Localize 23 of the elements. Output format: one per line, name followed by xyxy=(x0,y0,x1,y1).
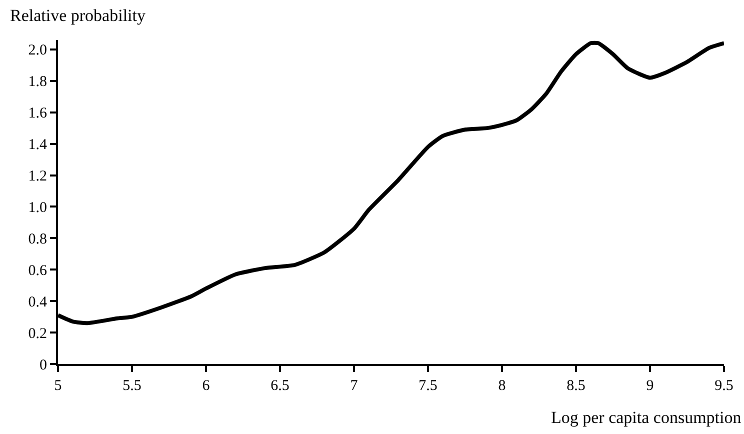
x-tick-label: 9 xyxy=(646,378,654,394)
x-tick-label: 5.5 xyxy=(122,378,142,394)
x-tick-label: 9.5 xyxy=(714,378,734,394)
y-tick-label: 0.4 xyxy=(28,294,48,310)
x-tick-label: 5 xyxy=(54,378,62,394)
y-tick-label: 0.2 xyxy=(28,326,47,342)
x-tick-label: 6 xyxy=(202,378,210,394)
y-tick-label: 1.4 xyxy=(28,137,48,154)
x-tick-label: 8.5 xyxy=(566,378,586,394)
y-tick-label: 1.6 xyxy=(28,106,48,122)
y-axis-title: Relative probability xyxy=(10,6,146,25)
y-tick-label: 1.8 xyxy=(28,74,47,90)
y-tick-label: 0.6 xyxy=(28,262,48,279)
y-tick-label: 2.0 xyxy=(28,42,47,59)
y-tick-label: 1.0 xyxy=(28,200,47,216)
x-axis-title: Log per capita consumption xyxy=(551,408,742,427)
x-tick-label: 7 xyxy=(350,378,358,394)
y-tick-label: 1.2 xyxy=(28,168,47,185)
y-tick-label: 0.8 xyxy=(28,231,47,248)
x-tick-label: 6.5 xyxy=(270,378,290,394)
x-tick-label: 7.5 xyxy=(418,378,438,394)
x-tick-label: 8 xyxy=(498,378,506,394)
y-tick-label: 0 xyxy=(40,357,47,374)
